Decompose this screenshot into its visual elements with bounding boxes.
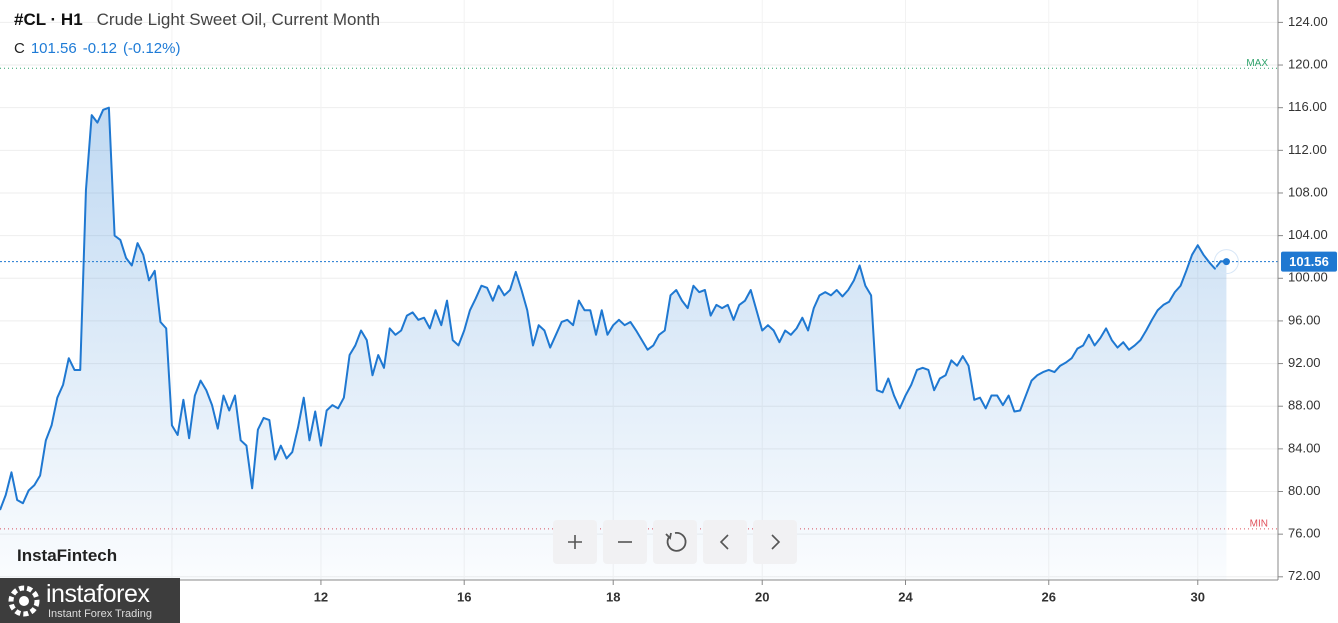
x-tick-label: 12	[314, 589, 328, 604]
last-point-halo	[1213, 249, 1239, 275]
logo: instaforex Instant Forex Trading	[0, 578, 180, 623]
reset-button[interactable]	[653, 520, 697, 564]
left-icon	[719, 534, 729, 550]
x-tick-label: 16	[457, 589, 471, 604]
scroll-left-button[interactable]	[703, 520, 747, 564]
y-tick-label: 80.00	[1288, 483, 1321, 498]
logo-icon	[8, 585, 40, 617]
y-tick-label: 84.00	[1288, 440, 1321, 455]
logo-name: instaforex	[46, 580, 150, 608]
area	[0, 107, 1227, 581]
y-tick-label: 104.00	[1288, 227, 1328, 242]
y-tick-label: 72.00	[1288, 568, 1321, 583]
last-point	[1222, 258, 1230, 266]
price-line	[0, 106, 1227, 511]
close-label: C	[14, 40, 25, 57]
header: #CL · H1 Crude Light Sweet Oil, Current M…	[14, 10, 380, 30]
plus-icon	[568, 535, 582, 549]
reset-icon	[665, 532, 687, 552]
axes: 72.00 76.00 80.00 84.00 88.00 92.00 96.00 100.0…	[0, 0, 1337, 604]
x-tick-label: 18	[606, 589, 620, 604]
max-line-label: MAX	[1246, 58, 1268, 69]
change: -0.12	[82, 40, 117, 57]
x-tick-label: 26	[1042, 589, 1056, 604]
current-price-box	[1281, 251, 1337, 272]
x-tick-label: 30	[1191, 589, 1205, 604]
y-tick-label: 116.00	[1288, 99, 1327, 114]
y-tick-label: 88.00	[1288, 398, 1321, 413]
y-tick-label: 112.00	[1288, 142, 1327, 157]
scroll-right-button[interactable]	[753, 520, 797, 564]
y-tick-label: 120.00	[1288, 56, 1328, 71]
current-price-label: 101.56	[1289, 254, 1329, 269]
y-tick-label: 92.00	[1288, 355, 1321, 370]
y-tick-label: 76.00	[1288, 526, 1321, 541]
y-tick-label: 100.00	[1288, 270, 1328, 285]
logo-tagline: Instant Forex Trading	[48, 608, 152, 620]
watermark: InstaFintech	[17, 546, 118, 565]
zoom-out-button[interactable]	[603, 520, 647, 564]
minus-icon	[618, 541, 632, 543]
right-icon	[771, 534, 781, 550]
plot: MAX MIN	[0, 58, 1278, 581]
last-value: 101.56	[30, 40, 77, 57]
min-line-label: MIN	[1250, 518, 1268, 529]
y-tick-label: 108.00	[1288, 184, 1328, 199]
y-tick-label: 96.00	[1288, 312, 1321, 327]
toolbar	[553, 520, 797, 564]
symbol: #CL · H1	[14, 10, 83, 29]
zoom-in-button[interactable]	[553, 520, 597, 564]
change-percent: (-0.12%)	[122, 40, 181, 57]
quote-line: C 101.56 -0.12 (-0.12%)	[14, 40, 186, 57]
title: Crude Light Sweet Oil, Current Month	[96, 10, 381, 29]
y-tick-label: 124.00	[1288, 14, 1328, 29]
x-tick-label: 20	[755, 589, 769, 604]
x-tick-label: 24	[898, 589, 913, 604]
